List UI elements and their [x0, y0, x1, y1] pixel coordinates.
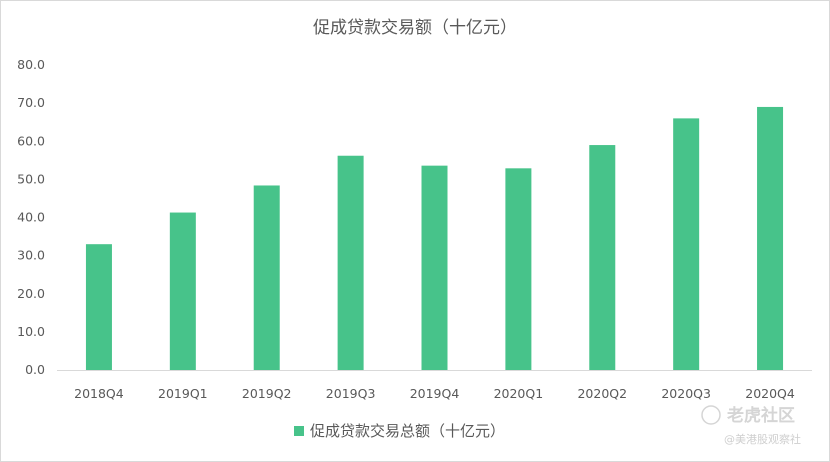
y-tick-label: 70.0 [17, 95, 45, 110]
y-axis-ticks: 0.0 10.0 20.0 30.0 40.0 50.0 60.0 70.0 80.0 [17, 57, 45, 377]
y-tick-label: 50.0 [17, 171, 45, 186]
x-tick-label: 2018Q4 [74, 386, 124, 401]
bar-2020Q3 [673, 118, 700, 370]
y-tick-label: 20.0 [17, 286, 45, 301]
bar-2020Q4 [757, 106, 784, 370]
bar-2019Q3 [337, 155, 364, 370]
watermark-brand: 老虎社区 [726, 405, 795, 426]
x-axis-ticks: 2018Q4 2019Q1 2019Q2 2019Q3 2019Q4 2020Q1 2020… [74, 386, 795, 401]
bar-2019Q4 [421, 165, 448, 370]
y-tick-label: 60.0 [17, 133, 45, 148]
y-tick-label: 10.0 [17, 324, 45, 339]
legend: 促成贷款交易总额（十亿元） [294, 422, 505, 440]
bars [85, 106, 784, 370]
x-tick-label: 2019Q1 [158, 386, 208, 401]
tiger-logo-icon [701, 405, 721, 425]
legend-label: 促成贷款交易总额（十亿元） [310, 422, 505, 440]
legend-swatch [294, 426, 304, 436]
x-tick-label: 2019Q4 [410, 386, 460, 401]
chart-title: 促成贷款交易额（十亿元） [313, 18, 517, 38]
x-tick-label: 2019Q3 [326, 386, 376, 401]
bar-2020Q2 [589, 145, 616, 370]
bar-2019Q2 [253, 185, 280, 370]
bar-2019Q1 [169, 212, 196, 370]
bar-2020Q1 [505, 168, 532, 370]
x-tick-label: 2020Q1 [494, 386, 544, 401]
watermark: 老虎社区 @美港股观察社 [701, 405, 801, 446]
x-tick-label: 2020Q2 [577, 386, 627, 401]
y-tick-label: 40.0 [17, 210, 45, 225]
x-tick-label: 2019Q2 [242, 386, 292, 401]
x-tick-label: 2020Q4 [745, 386, 795, 401]
y-tick-label: 0.0 [25, 362, 45, 377]
y-tick-label: 30.0 [17, 248, 45, 263]
y-tick-label: 80.0 [17, 57, 45, 72]
watermark-handle: @美港股观察社 [724, 432, 801, 446]
bar-2018Q4 [85, 244, 112, 370]
x-tick-label: 2020Q3 [661, 386, 711, 401]
